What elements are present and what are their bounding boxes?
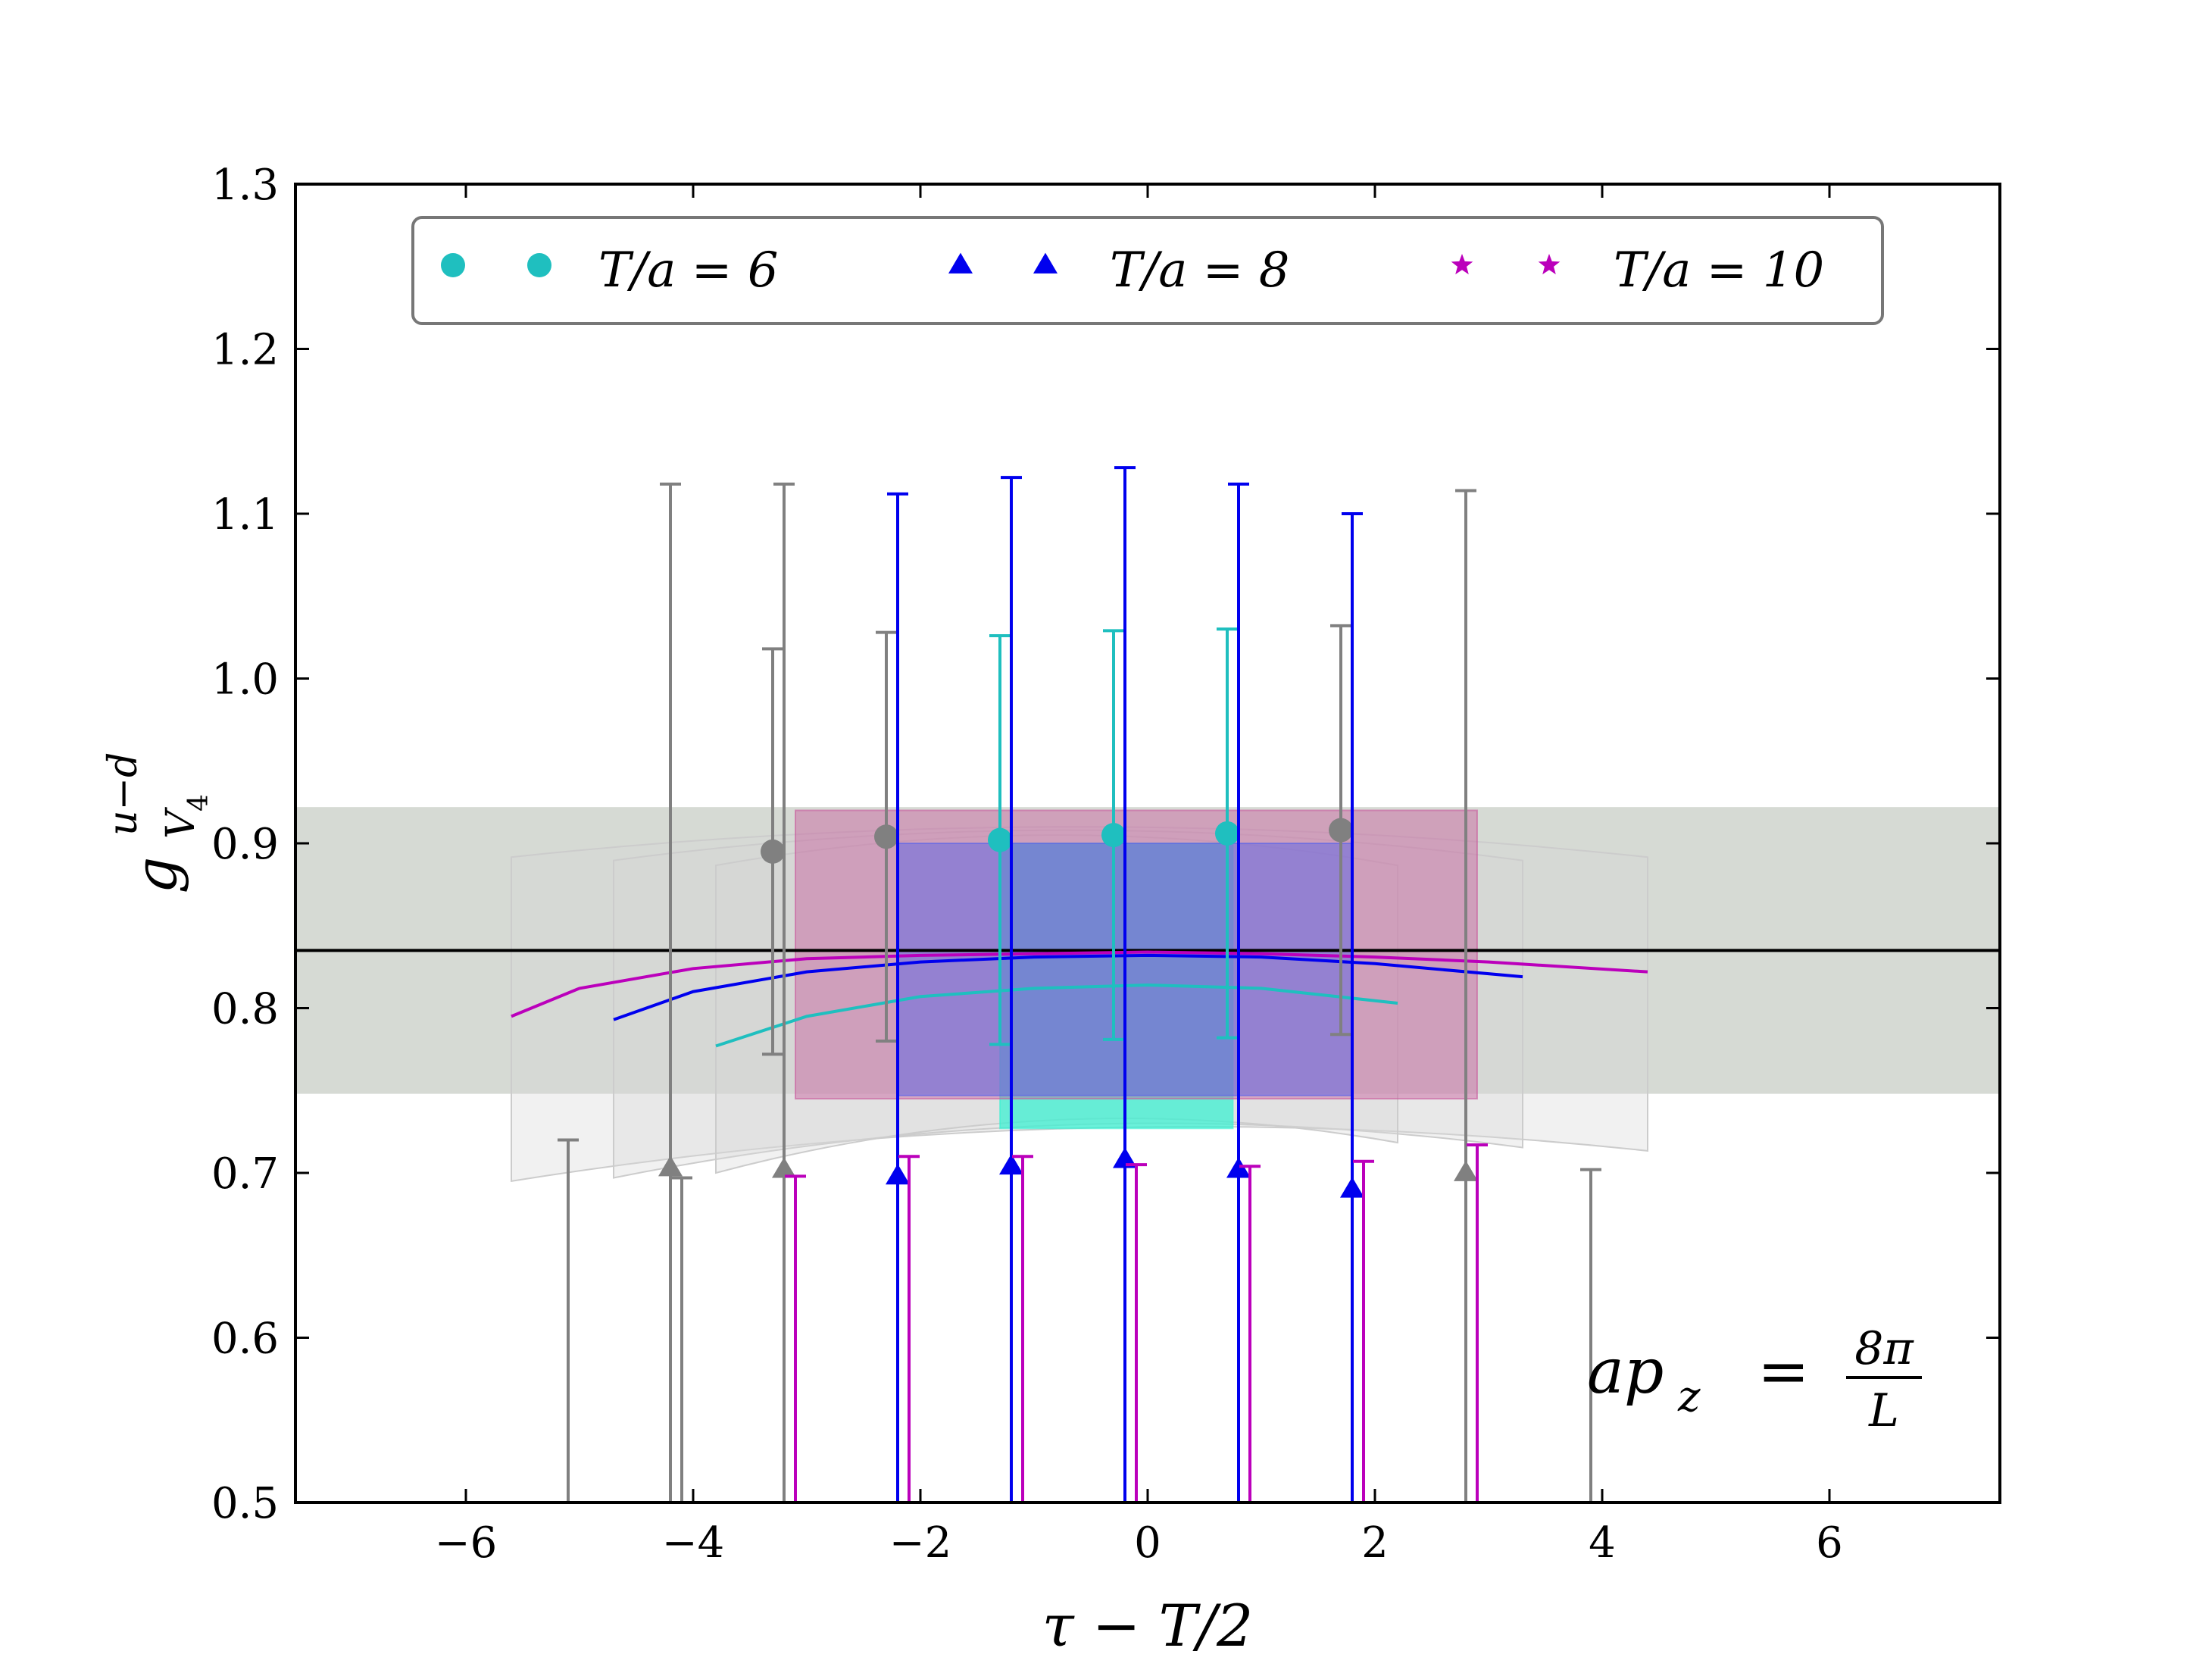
y-axis-label-subsub: 4	[183, 794, 214, 811]
data-point-1-0	[658, 1155, 683, 1177]
data-point-1-2	[886, 1164, 910, 1185]
y-axis-label-sub: V	[158, 807, 204, 839]
data-point-1-3	[999, 1153, 1023, 1175]
x-tick-label-4: 2	[1361, 1518, 1389, 1568]
legend-marker-1-0	[948, 252, 973, 274]
legend-marker-1-1	[1033, 252, 1058, 274]
data-point-0-5	[1329, 818, 1353, 843]
y-tick-label-5: 1.0	[211, 655, 279, 705]
data-point-1-6	[1340, 1177, 1364, 1198]
y-tick-label-3: 0.8	[211, 985, 279, 1034]
data-point-1-4	[1113, 1147, 1137, 1168]
curves-layer	[295, 949, 2000, 1048]
legend-label-t8: T/a = 8	[1110, 242, 1289, 299]
x-axis-label: τ − T/2	[1042, 1592, 1254, 1659]
annotation-den: L	[1868, 1384, 1899, 1437]
legend-marker-2-1	[1538, 254, 1561, 275]
data-point-0-1	[874, 824, 898, 849]
data-point-0-3	[1101, 823, 1126, 848]
data-point-0-0	[761, 839, 785, 864]
legend-marker-0-1	[527, 253, 551, 277]
legend-marker-0-0	[441, 253, 465, 277]
data-point-1-7	[1454, 1160, 1478, 1181]
data-point-1-1	[772, 1157, 796, 1178]
bands-layer	[295, 807, 2000, 1183]
data-point-1-5	[1226, 1157, 1251, 1178]
legend-label-t10: T/a = 10	[1614, 242, 1824, 299]
y-tick-label-6: 1.1	[211, 490, 279, 539]
momentum-annotation: ap z = 8π L	[1587, 1322, 1922, 1437]
fit-curve-2	[511, 950, 1648, 1018]
x-tick-label-6: 6	[1816, 1518, 1843, 1568]
fit-curve-1	[613, 953, 1523, 1021]
points-layer	[558, 466, 1601, 1503]
y-tick-label-7: 1.2	[211, 326, 279, 375]
y-tick-label-2: 0.7	[211, 1149, 279, 1199]
ticks-layer	[295, 183, 2000, 1504]
legend-marker-2-0	[1451, 254, 1473, 275]
tick-labels-layer: −6 −4 −2 0 2 4 6 0.5 0.6 0.7 0.8 0.9 1.0 1.1 1.2 1.3	[211, 161, 1843, 1568]
y-tick-label-8: 1.3	[211, 161, 279, 210]
y-tick-label-4: 0.9	[211, 820, 279, 869]
y-axis-label-main: g	[122, 857, 189, 894]
annotation-lhs-sub: z	[1677, 1372, 1701, 1421]
fit-curve-0	[715, 983, 1398, 1048]
data-point-0-4	[1215, 821, 1239, 846]
data-point-0-2	[988, 827, 1012, 852]
annotation-num: 8π	[1854, 1322, 1914, 1375]
x-tick-label-1: −4	[662, 1518, 725, 1568]
legend-markers	[441, 252, 1561, 277]
annotation-lhs: ap	[1587, 1336, 1664, 1408]
y-tick-label-1: 0.6	[211, 1315, 279, 1364]
legend-box	[411, 216, 1884, 325]
x-tick-label-0: −6	[435, 1518, 498, 1568]
annotation-eq: =	[1757, 1336, 1810, 1408]
x-tick-label-5: 4	[1589, 1518, 1616, 1568]
y-axis-label-sup: u−d	[101, 752, 146, 836]
x-tick-label-3: 0	[1134, 1518, 1161, 1568]
legend: T/a = 6 T/a = 8 T/a = 10	[411, 216, 1884, 325]
y-axis-label: g u−d V 4	[101, 752, 214, 894]
legend-label-t6: T/a = 6	[598, 242, 778, 299]
x-tick-label-2: −2	[889, 1518, 952, 1568]
y-tick-label-0: 0.5	[211, 1479, 279, 1528]
